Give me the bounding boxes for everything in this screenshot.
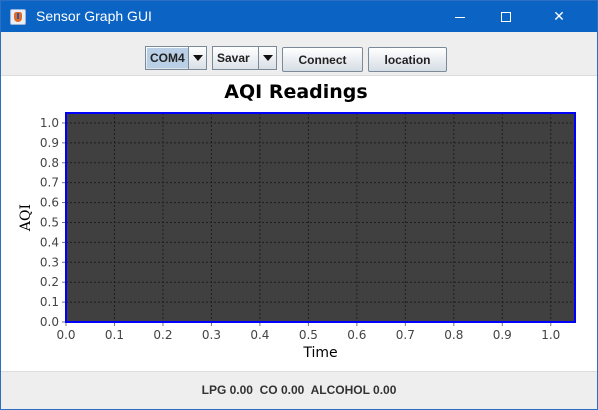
x-tick-label: 0.6 bbox=[347, 328, 366, 342]
co-reading: CO 0.00 bbox=[259, 383, 305, 397]
y-axis-label: AQI bbox=[18, 204, 34, 232]
close-icon: ✕ bbox=[553, 8, 565, 25]
y-tick-label: 0.5 bbox=[40, 215, 59, 229]
y-tick-label: 0.3 bbox=[40, 255, 59, 269]
maximize-icon bbox=[501, 11, 511, 22]
y-tick-label: 0.6 bbox=[40, 196, 59, 210]
lpg-reading: LPG 0.00 bbox=[201, 383, 253, 397]
y-tick-label: 0.8 bbox=[40, 156, 59, 170]
status-bar: LPG 0.00 CO 0.00 ALCOHOL 0.00 bbox=[1, 371, 597, 409]
x-tick-label: 0.4 bbox=[250, 328, 269, 342]
connect-button[interactable]: Connect bbox=[282, 47, 363, 72]
y-tick-label: 0.9 bbox=[40, 136, 59, 150]
plot-border bbox=[65, 112, 576, 323]
x-tick-label: 0.0 bbox=[56, 328, 75, 342]
x-tick-label: 0.5 bbox=[299, 328, 318, 342]
y-tick-label: 0.2 bbox=[40, 275, 59, 289]
x-tick-label: 0.1 bbox=[105, 328, 124, 342]
x-tick-label: 0.9 bbox=[493, 328, 512, 342]
toolbar: COM4 Savar Connect location bbox=[1, 32, 597, 76]
y-tick-label: 0.7 bbox=[40, 176, 59, 190]
x-tick-label: 0.8 bbox=[444, 328, 463, 342]
x-tick-label: 0.3 bbox=[202, 328, 221, 342]
close-button[interactable]: ✕ bbox=[536, 1, 582, 32]
y-tick-label: 0.1 bbox=[40, 295, 59, 309]
y-tick-label: 0.4 bbox=[40, 235, 59, 249]
aqi-chart: AQI Readings 0.0 0.1 0.2 0.3 0.4 0.5 0.6 0.7 0.8 0… bbox=[18, 81, 576, 361]
minimize-icon bbox=[455, 17, 465, 18]
x-axis-label: Time bbox=[302, 345, 337, 361]
chart-title: AQI Readings bbox=[224, 81, 367, 103]
port-select[interactable]: COM4 bbox=[145, 46, 207, 70]
x-tick-label: 0.2 bbox=[153, 328, 172, 342]
chevron-down-icon[interactable] bbox=[258, 47, 276, 69]
chevron-down-icon[interactable] bbox=[188, 47, 206, 69]
title-bar[interactable]: Sensor Graph GUI ✕ bbox=[1, 1, 597, 32]
y-tick-label: 0.0 bbox=[40, 315, 59, 329]
alcohol-reading: ALCOHOL 0.00 bbox=[310, 383, 397, 397]
x-tick-label: 1.0 bbox=[541, 328, 560, 342]
location-select-value: Savar bbox=[217, 51, 250, 65]
window-title: Sensor Graph GUI bbox=[36, 8, 152, 24]
chart-panel: AQI Readings 0.0 0.1 0.2 0.3 0.4 0.5 0.6 0.7 0.8 0… bbox=[1, 77, 597, 370]
minimize-button[interactable] bbox=[437, 1, 483, 32]
location-button[interactable]: location bbox=[368, 47, 447, 72]
maximize-button[interactable] bbox=[483, 1, 529, 32]
plot-background bbox=[66, 113, 575, 322]
port-select-value: COM4 bbox=[147, 48, 188, 68]
sensor-readings: LPG 0.00 CO 0.00 ALCOHOL 0.00 bbox=[1, 383, 597, 397]
java-cup-icon bbox=[10, 9, 26, 25]
x-tick-label: 0.7 bbox=[396, 328, 415, 342]
location-select[interactable]: Savar bbox=[212, 46, 277, 70]
y-tick-label: 1.0 bbox=[40, 116, 59, 130]
